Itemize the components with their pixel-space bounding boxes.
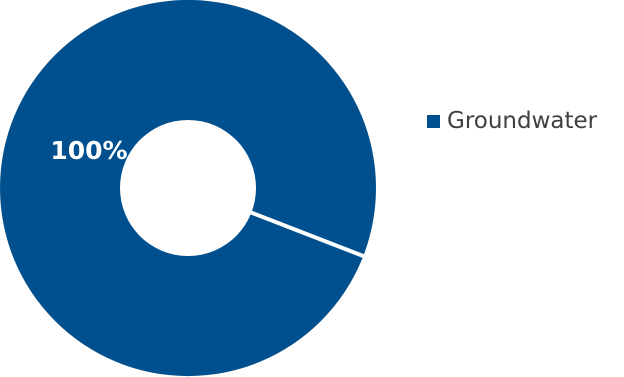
legend-label-groundwater: Groundwater bbox=[447, 108, 598, 134]
slice-boundary-line bbox=[248, 210, 366, 259]
legend-swatch-groundwater bbox=[427, 115, 440, 128]
donut-slices bbox=[0, 0, 376, 376]
data-label-groundwater: 100% bbox=[50, 136, 127, 165]
legend: Groundwater bbox=[427, 110, 597, 133]
donut-slice-groundwater bbox=[0, 0, 376, 376]
